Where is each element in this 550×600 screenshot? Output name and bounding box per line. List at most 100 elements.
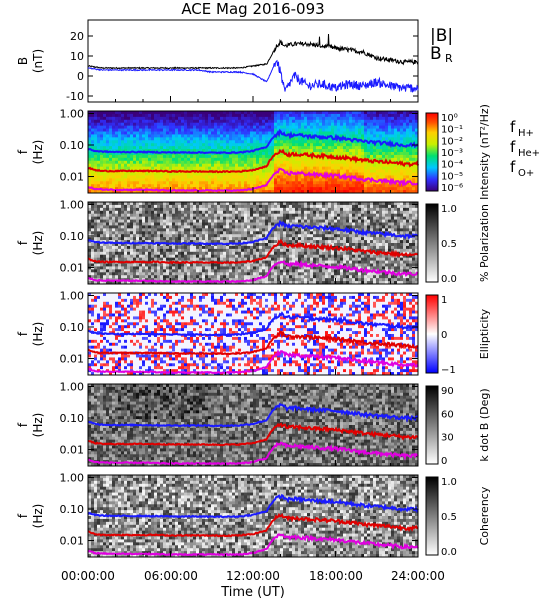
spectrogram-cell	[130, 113, 134, 118]
spectrogram-cell	[205, 172, 209, 176]
spectrogram-cell	[277, 181, 281, 185]
spectrogram-cell	[328, 178, 332, 182]
spectrogram-cell	[229, 187, 233, 191]
spectrogram-cell	[139, 157, 143, 162]
spectrogram-cell	[271, 278, 275, 282]
spectrogram-cell	[115, 190, 119, 194]
spectrogram-cell	[115, 187, 119, 191]
spectrogram-cell	[217, 263, 221, 267]
spectrogram-cell	[364, 160, 368, 165]
spectrogram-cell	[238, 204, 242, 209]
spectrogram-cell	[88, 131, 92, 135]
spectrogram-cell	[187, 152, 191, 156]
spectrogram-cell	[196, 178, 200, 182]
spectrogram-cell	[94, 113, 98, 118]
spectrogram-cell	[286, 137, 290, 141]
spectrogram-cell	[238, 131, 242, 135]
spectrogram-cell	[175, 254, 179, 259]
spectrogram-cell	[217, 134, 221, 138]
spectrogram-cell	[394, 172, 398, 176]
spectrogram-cell	[148, 202, 152, 206]
spectrogram-cell	[139, 160, 143, 165]
spectrogram-cell	[319, 157, 323, 162]
spectrogram-cell	[151, 263, 155, 267]
spectrogram-cell	[151, 149, 155, 153]
spectrogram-cell	[256, 216, 260, 220]
spectrogram-cell	[154, 113, 158, 118]
spectrogram-cell	[325, 152, 329, 156]
spectrogram-cell	[277, 257, 281, 261]
spectrogram-cell	[289, 140, 293, 144]
spectrogram-cell	[109, 137, 113, 141]
spectrogram-cell	[184, 275, 188, 279]
spectrogram-cell	[184, 204, 188, 209]
spectrogram-cell	[403, 140, 407, 144]
spectrogram-cell	[193, 116, 197, 121]
spectrogram-cell	[127, 175, 131, 179]
spectrogram-cell	[280, 216, 284, 220]
spectrogram-cell	[334, 116, 338, 121]
spectrogram-cell	[277, 143, 281, 147]
spectrogram-cell	[184, 254, 188, 259]
spectrogram-cell	[136, 213, 140, 218]
spectrogram-cell	[127, 228, 131, 232]
spectrogram-cell	[103, 275, 107, 279]
spectrogram-cell	[94, 172, 98, 176]
spectrogram-cell	[247, 231, 251, 235]
spectrogram-cell	[313, 128, 317, 132]
spectrogram-cell	[181, 240, 185, 244]
spectrogram-cell	[331, 113, 335, 118]
spectrogram-cell	[91, 160, 95, 165]
spectrogram-cell	[172, 166, 176, 170]
spectrogram-cell	[124, 119, 128, 124]
spectrogram-cell	[226, 111, 230, 115]
spectrogram-cell	[133, 178, 137, 182]
spectrogram-cell	[163, 154, 167, 159]
spectrogram-cell	[142, 240, 146, 244]
spectrogram-cell	[259, 119, 263, 124]
spectrogram-cell	[247, 175, 251, 179]
spectrogram-cell	[268, 190, 272, 194]
spectrogram-cell	[220, 184, 224, 188]
spectrogram-cell	[283, 257, 287, 261]
spectrogram-cell	[274, 172, 278, 176]
spectrogram-cell	[154, 119, 158, 124]
spectrogram-cell	[310, 128, 314, 132]
spectrogram-cell	[190, 243, 194, 247]
spectrogram-cell	[145, 154, 149, 159]
spectrogram-cell	[118, 263, 122, 267]
spectrogram-cell	[214, 154, 218, 159]
spectrogram-cell	[286, 210, 290, 215]
spectrogram-cell	[220, 243, 224, 247]
spectrogram-cell	[142, 116, 146, 121]
spectrogram-cell	[145, 137, 149, 141]
spectrogram-cell	[373, 122, 377, 127]
spectrogram-cell	[97, 152, 101, 156]
spectrogram-cell	[253, 172, 257, 176]
spectrogram-cell	[196, 254, 200, 259]
spectrogram-cell	[154, 216, 158, 220]
spectrogram-cell	[268, 131, 272, 135]
spectrogram-cell	[115, 175, 119, 179]
spectrogram-cell	[244, 222, 248, 226]
spectrogram-cell	[205, 202, 209, 206]
spectrogram-cell	[238, 116, 242, 121]
spectrogram-cell	[355, 181, 359, 185]
spectrogram-cell	[130, 137, 134, 141]
spectrogram-cell	[283, 160, 287, 165]
spectrogram-cell	[148, 251, 152, 256]
spectrogram-cell	[301, 163, 305, 168]
spectrogram-cell	[394, 157, 398, 162]
spectrogram-cell	[157, 248, 161, 253]
spectrogram-cell	[109, 128, 113, 132]
spectrogram-cell	[151, 240, 155, 244]
spectrogram-cell	[130, 178, 134, 182]
spectrogram-cell	[157, 225, 161, 229]
spectrogram-cell	[376, 181, 380, 185]
spectrogram-cell	[145, 278, 149, 282]
spectrogram-cell	[238, 243, 242, 247]
spectrogram-cell	[103, 245, 107, 250]
spectrogram-cell	[208, 181, 212, 185]
spectrogram-cell	[307, 184, 311, 188]
spectrogram-cell	[289, 119, 293, 124]
